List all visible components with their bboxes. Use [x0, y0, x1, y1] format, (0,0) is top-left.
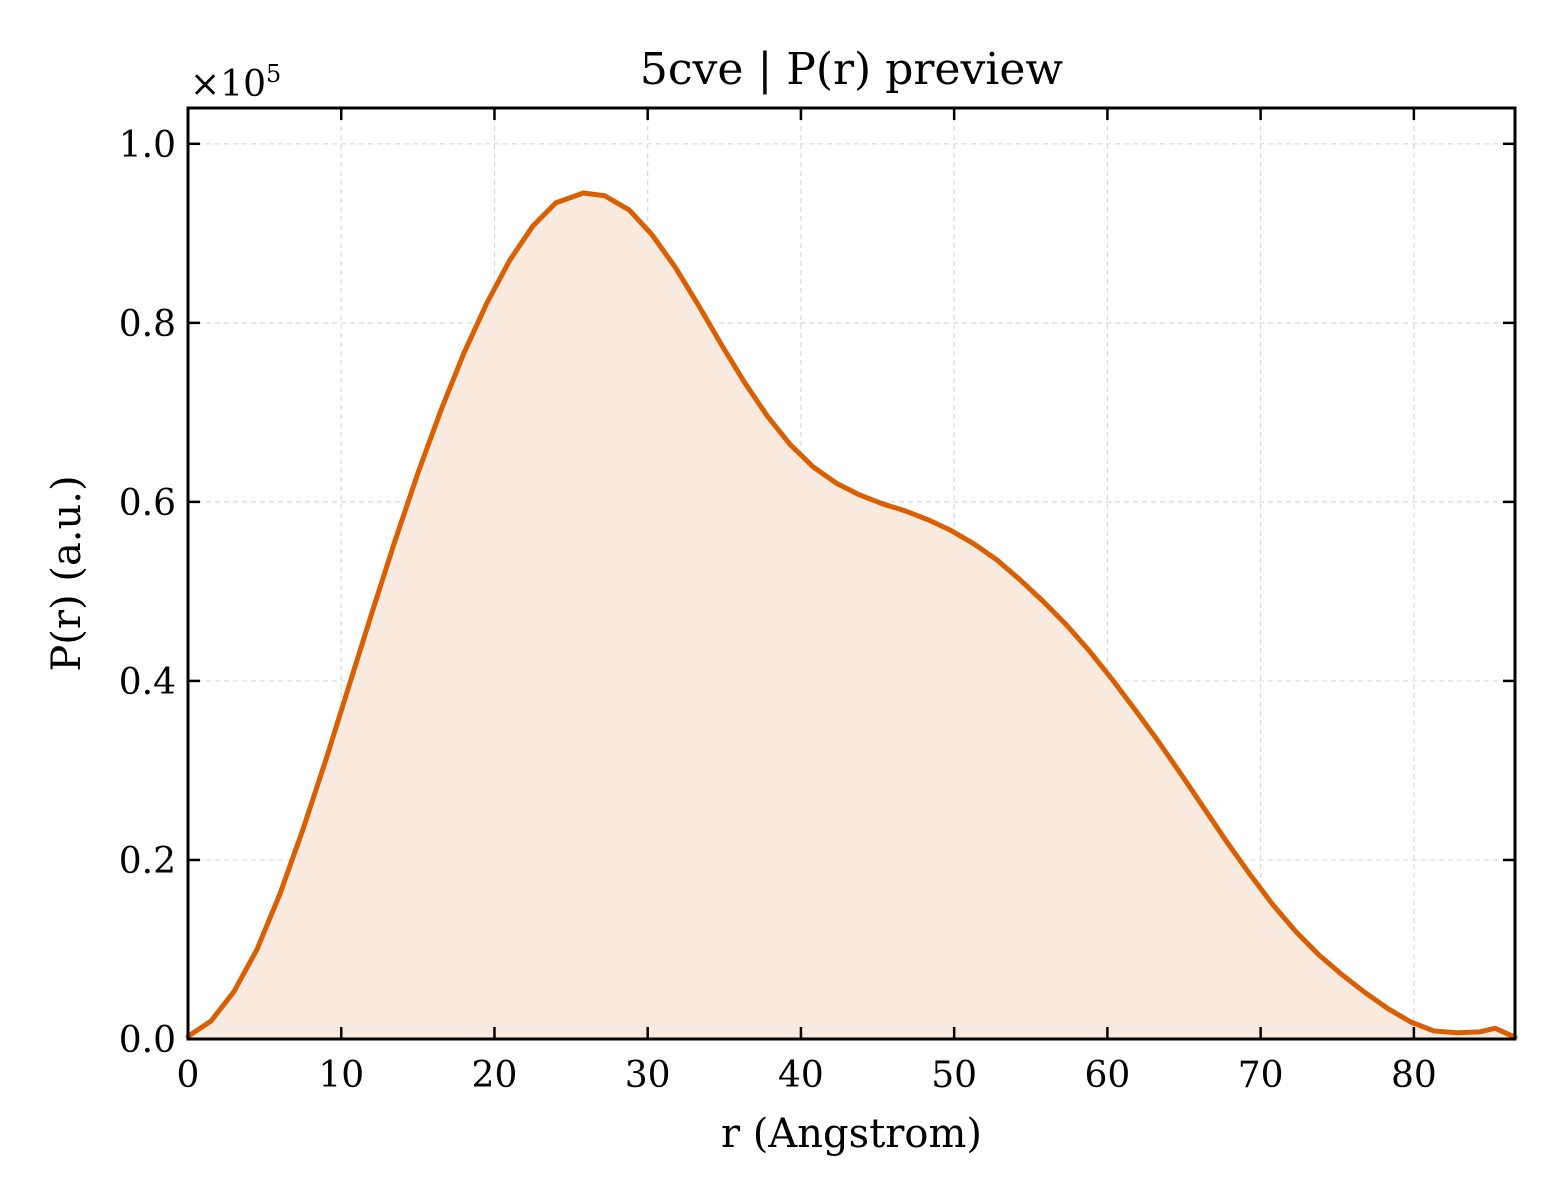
series-area-fill — [188, 193, 1515, 1040]
chart-title: 5cve | P(r) preview — [640, 44, 1063, 95]
y-axis-offset-label: ×105 — [190, 60, 281, 105]
x-tick-label-0: 0 — [177, 1055, 200, 1096]
x-tick-label-8: 80 — [1391, 1055, 1437, 1096]
y-tick-label-2: 0.4 — [119, 662, 176, 703]
x-axis-label: r (Angstrom) — [721, 1111, 982, 1157]
x-tick-label-4: 40 — [778, 1055, 824, 1096]
tick-marks — [186, 108, 1515, 1041]
x-tick-label-2: 20 — [472, 1055, 518, 1096]
plot-frame — [186, 106, 1517, 1041]
y-axis-offset-prefix: ×10 — [190, 64, 266, 105]
y-axis-label: P(r) (a.u.) — [44, 475, 90, 671]
x-tick-label-5: 50 — [931, 1055, 977, 1096]
x-tick-label-3: 30 — [625, 1055, 671, 1096]
y-tick-label-0: 0.0 — [119, 1020, 176, 1061]
tick-labels: 0 10 20 30 40 50 60 70 80 0.0 0.2 0.4 0.6 0.8 1.0 — [119, 125, 1437, 1096]
y-axis-offset-exponent: 5 — [266, 60, 281, 88]
x-tick-label-6: 60 — [1084, 1055, 1130, 1096]
plot-area-content — [185, 190, 1518, 1040]
y-tick-label-3: 0.6 — [119, 483, 176, 524]
y-tick-label-1: 0.2 — [119, 841, 176, 882]
series-line — [185, 190, 1518, 1040]
x-tick-label-7: 70 — [1238, 1055, 1284, 1096]
y-tick-label-4: 0.8 — [119, 304, 176, 345]
y-tick-label-5: 1.0 — [119, 125, 176, 166]
x-tick-label-1: 10 — [318, 1055, 364, 1096]
